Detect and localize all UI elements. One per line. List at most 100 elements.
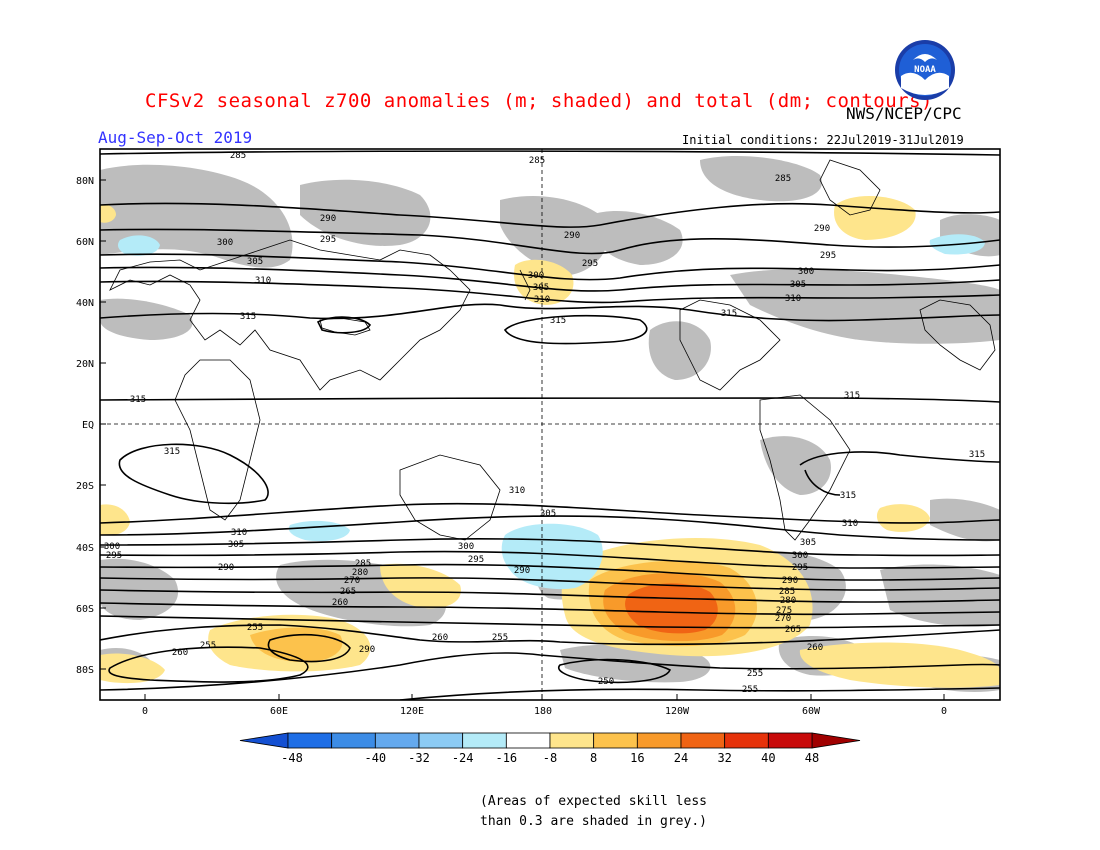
contour-label: 275 (776, 606, 792, 616)
season-label: Aug-Sep-Oct 2019 (98, 128, 253, 147)
height-contours (100, 150, 1000, 700)
contour-label: 285 (355, 559, 371, 569)
colorbar-tick-label: 16 (630, 751, 644, 765)
colorbar-box (593, 732, 638, 749)
lat-label: 40N (76, 298, 94, 309)
contour-label: 285 (230, 151, 246, 161)
colorbar-box (724, 732, 769, 749)
contour-label: 285 (775, 174, 791, 184)
contour-label: 280 (352, 568, 368, 578)
contour-label: 315 (240, 312, 256, 322)
lon-label: 180 (534, 706, 552, 717)
contour-label: 260 (432, 633, 448, 643)
contour-label: 290 (782, 576, 798, 586)
contour-label: 255 (742, 685, 758, 695)
contour-label: 270 (775, 614, 791, 624)
contour-label: 255 (492, 633, 508, 643)
contour-label: 260 (332, 598, 348, 608)
contour-label: 315 (844, 391, 860, 401)
skill-note: (Areas of expected skill less than 0.3 a… (480, 792, 707, 832)
contour-label: 295 (792, 563, 808, 573)
lon-label: 120E (400, 706, 424, 717)
contour-label: 290 (359, 645, 375, 655)
contour-label: 305 (228, 540, 244, 550)
colorbar-tick-label: 48 (805, 751, 819, 765)
contour-label: 295 (582, 259, 598, 269)
skill-note-line2: than 0.3 are shaded in grey.) (480, 814, 707, 829)
contour-label: 260 (807, 643, 823, 653)
lon-label: 120W (665, 706, 690, 717)
lat-label: 20S (76, 481, 94, 492)
colorbar-box (680, 732, 726, 749)
contour-label: 260 (172, 648, 188, 658)
map-gridlines (100, 149, 1000, 700)
colorbar-tick-label: -40 (364, 751, 386, 765)
contour-label: 310 (255, 276, 271, 286)
skill-note-line1: (Areas of expected skill less (480, 794, 707, 809)
contour-label: 315 (130, 395, 146, 405)
colorbar-tick-label: -24 (452, 751, 474, 765)
colorbar-tick-label: -8 (543, 751, 557, 765)
colorbar: -48 -40 -32 -24 -16 -8 8 16 24 32 40 48 (239, 732, 861, 765)
initial-conditions-label: Initial conditions: 22Jul2019-31Jul2019 (682, 133, 964, 147)
chart-title: CFSv2 seasonal z700 anomalies (m; shaded… (145, 90, 933, 112)
colorbar-boxes (287, 732, 813, 749)
contour-label: 250 (598, 677, 614, 687)
colorbar-box (549, 732, 595, 749)
contour-label: 305 (247, 257, 263, 267)
lon-label: 0 (941, 706, 947, 717)
contour-label: 310 (842, 519, 858, 529)
noaa-logo-text: NOAA (914, 65, 936, 75)
colorbar-box (462, 732, 507, 749)
contour-label: 310 (785, 294, 801, 304)
colorbar-labels: -48 -40 -32 -24 -16 -8 8 16 24 32 40 48 (281, 751, 819, 765)
contour-label: 255 (200, 641, 216, 651)
contour-label: 315 (164, 447, 180, 457)
noaa-logo: NOAA (895, 40, 955, 100)
lat-label: 60S (76, 604, 94, 615)
colorbar-high-arrow (811, 732, 861, 749)
colorbar-tick-label: -48 (281, 751, 303, 765)
contour-label: 255 (747, 669, 763, 679)
colorbar-box (418, 732, 464, 749)
contour-label: 290 (218, 563, 234, 573)
contour-label: 310 (231, 528, 247, 538)
colorbar-tick-label: -32 (408, 751, 430, 765)
contour-label: 310 (509, 486, 525, 496)
lat-label: 40S (76, 543, 94, 554)
contour-label: 300 (104, 542, 120, 552)
lat-label: 60N (76, 237, 94, 248)
lat-ticks (100, 179, 945, 700)
contour-label: 285 (779, 587, 795, 597)
lat-label: 80N (76, 176, 94, 187)
colorbar-box (374, 732, 420, 749)
colorbar-box (287, 732, 333, 749)
contour-label: 295 (320, 235, 336, 245)
contour-label: 315 (550, 316, 566, 326)
contour-label: 295 (106, 551, 122, 561)
contour-label: 300 (217, 238, 233, 248)
colorbar-box (636, 732, 682, 749)
lat-label: EQ (82, 420, 94, 431)
colorbar-tick-label: 32 (717, 751, 731, 765)
contour-label: 295 (468, 555, 484, 565)
lat-axis: 80N 60N 40N 20N EQ 20S 40S 60S 80S (76, 176, 94, 676)
colorbar-tick-label: 8 (590, 751, 597, 765)
contour-label: 300 (528, 271, 544, 281)
contour-label: 290 (564, 231, 580, 241)
agency-label: NWS/NCEP/CPC (846, 104, 962, 123)
colorbar-tick-label: 24 (674, 751, 688, 765)
coastlines (109, 159, 996, 541)
contour-label: 290 (320, 214, 336, 224)
contour-label: 300 (458, 542, 474, 552)
colorbar-low-arrow (239, 732, 289, 749)
lat-label: 20N (76, 359, 94, 370)
contour-label: 305 (790, 280, 806, 290)
contour-label: 255 (247, 623, 263, 633)
colorbar-tick-label: -16 (495, 751, 517, 765)
contour-label: 290 (514, 566, 530, 576)
contour-label: 315 (840, 491, 856, 501)
contour-label: 305 (540, 509, 556, 519)
lon-label: 60E (270, 706, 288, 717)
